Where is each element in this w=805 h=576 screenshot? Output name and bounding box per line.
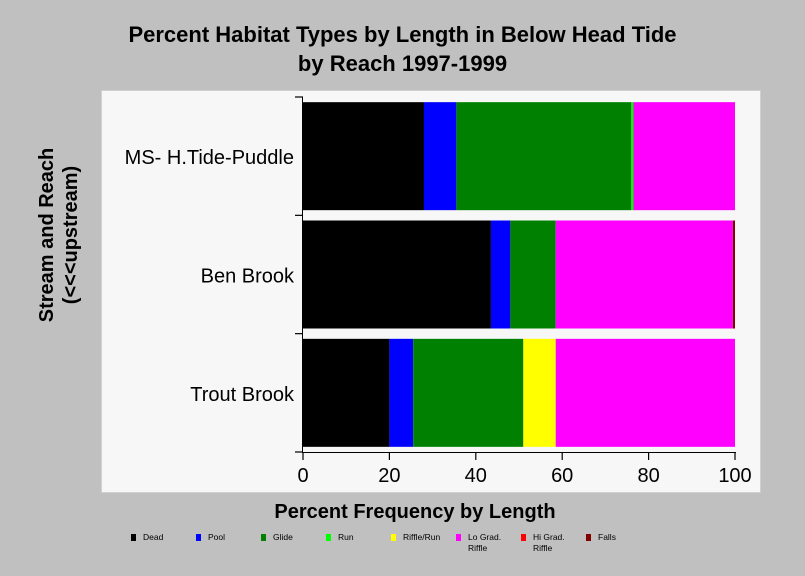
legend-swatch (456, 534, 461, 541)
legend-item: Glide (261, 532, 293, 543)
legend-swatch (326, 534, 331, 541)
bar-segment-ms-h-tide-puddle-3 (631, 102, 634, 211)
legend-swatch (391, 534, 396, 541)
x-tick-label: 60 (551, 465, 573, 487)
bar-segment-ben-brook-1 (490, 220, 511, 329)
bar-segment-ms-h-tide-puddle-0 (303, 102, 424, 211)
x-tick-label: 20 (378, 465, 400, 487)
bar-segment-trout-brook-5 (555, 338, 735, 447)
legend-swatch (196, 534, 201, 541)
bar-segment-ben-brook-2 (510, 220, 556, 329)
bar-segment-trout-brook-2 (413, 338, 524, 447)
legend-item: Dead (131, 532, 163, 543)
chart-title: Percent Habitat Types by Length in Below… (0, 20, 805, 78)
y-tick-label: Ben Brook (201, 266, 295, 288)
legend-label: Riffle/Run (403, 532, 441, 542)
bar-segment-ben-brook-7 (732, 220, 735, 329)
legend-item: Falls (586, 532, 616, 543)
x-tick-label: 80 (637, 465, 659, 487)
legend-swatch (521, 534, 526, 541)
legend-label: Run (338, 532, 354, 542)
legend-label: Hi Grad. Riffle (533, 532, 565, 553)
legend-label: Falls (598, 532, 616, 542)
chart-title-line-2: by Reach 1997-1999 (297, 51, 508, 76)
legend-label: Lo Grad. Riffle (468, 532, 502, 553)
legend: Dead Pool Glide Run Riffle/Run Lo Grad. Riffl… (131, 532, 791, 562)
x-tick-label: 40 (465, 465, 487, 487)
bar-segment-trout-brook-1 (389, 338, 414, 447)
legend-item: Run (326, 532, 354, 543)
x-tick-label: 100 (718, 465, 751, 487)
y-axis-title-line-2: (<<<upstream) (60, 165, 82, 305)
legend-swatch (131, 534, 136, 541)
legend-swatch (586, 534, 591, 541)
legend-label: Glide (273, 532, 293, 542)
legend-label: Pool (208, 532, 226, 542)
x-axis-title: Percent Frequency by Length (274, 501, 556, 523)
bar-segment-ms-h-tide-puddle-1 (423, 102, 457, 211)
y-axis-title-line-1: Stream and Reach (36, 147, 58, 323)
y-tick-label: MS- H.Tide-Puddle (125, 147, 294, 169)
y-tick-label: Trout Brook (190, 384, 295, 406)
legend-label: Dead (143, 532, 164, 542)
bar-segment-ben-brook-5 (555, 220, 733, 329)
legend-item: Riffle/Run (391, 532, 440, 543)
chart-title-line-1: Percent Habitat Types by Length in Below… (128, 22, 677, 47)
bar-segment-ms-h-tide-puddle-2 (456, 102, 632, 211)
x-tick-label: 0 (297, 465, 308, 487)
legend-item: Lo Grad. Riffle (456, 532, 501, 554)
bar-segment-trout-brook-0 (303, 338, 390, 447)
legend-item: Hi Grad. Riffle (521, 532, 565, 554)
bar-segment-ms-h-tide-puddle-5 (633, 102, 735, 211)
bar-segment-trout-brook-4 (523, 338, 556, 447)
bar-segment-ben-brook-0 (303, 220, 491, 329)
legend-item: Pool (196, 532, 225, 543)
legend-swatch (261, 534, 266, 541)
